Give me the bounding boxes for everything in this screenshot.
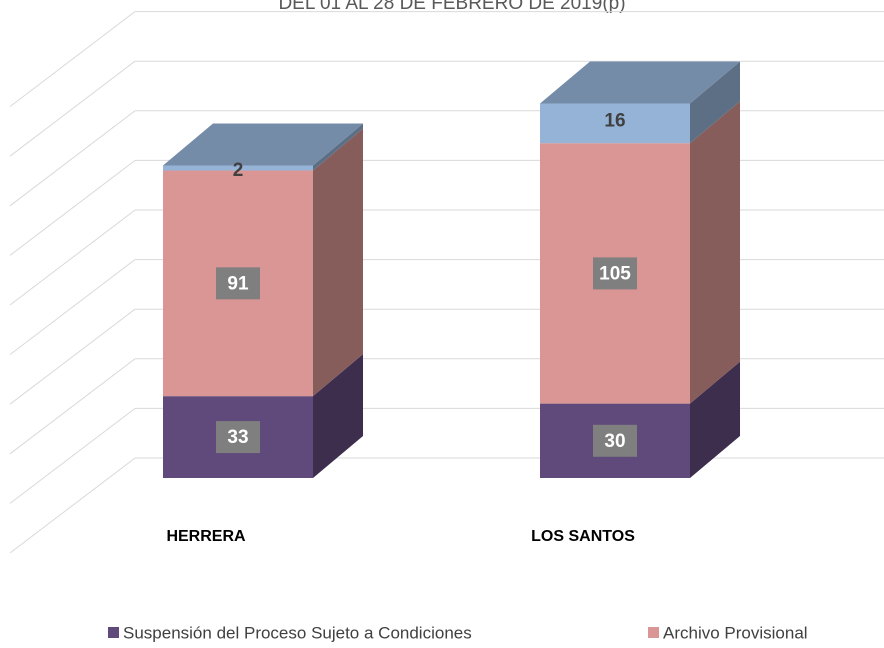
label-box: [593, 424, 637, 457]
label-box: [216, 267, 260, 300]
legend-label: Archivo Provisional: [663, 623, 808, 642]
data-label: 91: [227, 273, 249, 294]
bar-side: [313, 354, 363, 478]
bar-side: [690, 361, 740, 478]
grid-line: [9, 408, 136, 504]
bar-side: [313, 128, 363, 397]
grid-line: [9, 60, 136, 157]
grid-line: [9, 457, 136, 554]
bar-top: [163, 123, 363, 166]
data-label: 30: [604, 431, 625, 452]
grid-line: [9, 259, 136, 355]
legend-swatch: [108, 627, 119, 638]
bar-side: [690, 61, 740, 144]
bar: [163, 165, 313, 171]
grid-line: [9, 358, 136, 455]
chart-title: DEL 01 AL 28 DE FEBRERO DE 2019(p): [278, 0, 625, 14]
grid-line: [9, 160, 136, 256]
data-label: 33: [227, 427, 248, 448]
data-label: 2: [233, 160, 244, 181]
legend-label: Suspensión del Proceso Sujeto a Condicio…: [123, 623, 472, 642]
label-box: [216, 421, 260, 454]
data-label: 16: [604, 111, 625, 132]
bar-side: [313, 123, 363, 171]
x-tick-label: LOS SANTOS: [531, 528, 635, 545]
bar: [540, 103, 690, 144]
label-box: [593, 257, 637, 290]
bar-side: [690, 101, 740, 404]
legend-swatch: [648, 627, 659, 638]
x-tick-label: HERRERA: [166, 528, 246, 545]
grid-line: [9, 11, 136, 107]
data-label: 105: [599, 263, 631, 284]
bar-top: [540, 61, 740, 104]
grid-line: [9, 110, 136, 207]
grid-line: [9, 308, 136, 405]
grid-line: [9, 209, 136, 306]
